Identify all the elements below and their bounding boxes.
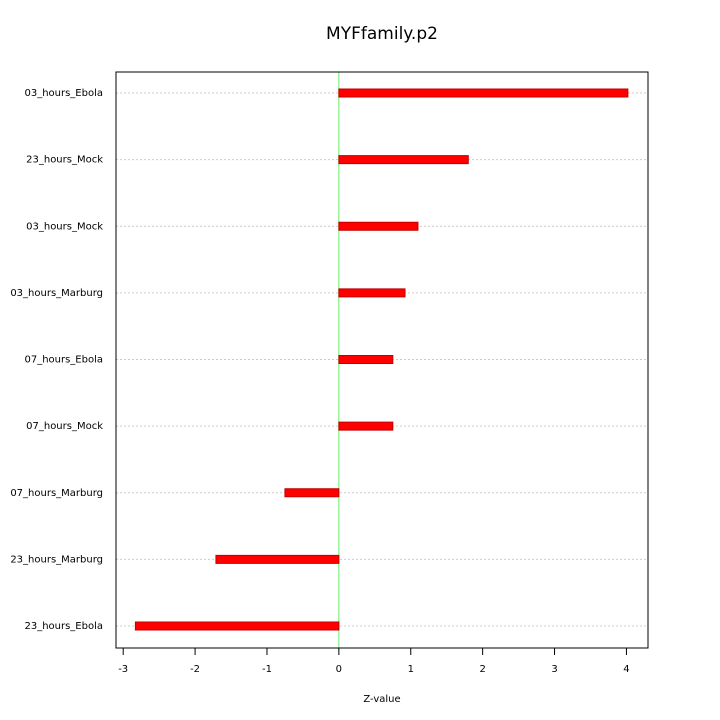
y-tick-label: 23_hours_Marburg [10, 554, 103, 565]
bar [338, 88, 629, 98]
y-tick-label: 23_hours_Mock [26, 155, 103, 166]
bar [338, 355, 394, 364]
bar [134, 621, 340, 631]
x-tick-label: -2 [190, 664, 200, 675]
y-tick-label: 03_hours_Marburg [10, 288, 103, 299]
y-tick-label: 23_hours_Ebola [24, 621, 103, 632]
bar [338, 288, 406, 298]
y-tick-label: 07_hours_Marburg [10, 488, 103, 499]
x-tick-label: 4 [623, 664, 629, 675]
bar [338, 421, 394, 431]
x-tick-label: 0 [336, 664, 342, 675]
bar [338, 221, 419, 231]
y-tick-label: 07_hours_Ebola [24, 355, 103, 366]
plot-frame [115, 71, 649, 649]
x-tick-label: 1 [408, 664, 414, 675]
x-tick-label: -1 [262, 664, 272, 675]
x-tick-label: 3 [551, 664, 557, 675]
x-axis-label: Z-value [363, 694, 400, 705]
y-tick-label: 03_hours_Mock [26, 221, 103, 232]
chart-title: MYFfamily.p2 [326, 24, 438, 44]
y-tick-label: 07_hours_Mock [26, 421, 103, 432]
y-tick-label: 03_hours_Ebola [24, 88, 103, 99]
x-tick-label: -3 [118, 664, 128, 675]
bar [284, 488, 340, 498]
bar [338, 155, 469, 165]
x-tick-label: 2 [479, 664, 485, 675]
bar [215, 554, 340, 564]
